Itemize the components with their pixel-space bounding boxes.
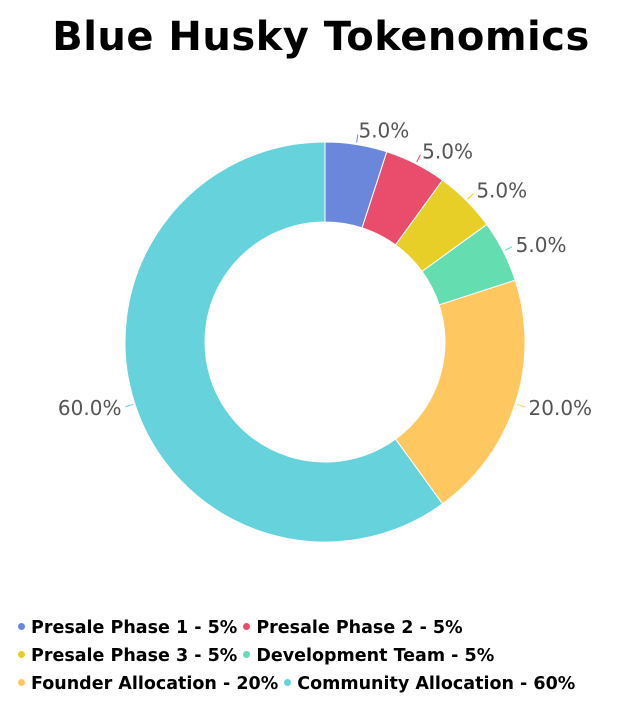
data-label-6: 60.0% [58, 396, 122, 420]
legend-label: Presale Phase 1 - 5% [31, 618, 238, 638]
legend-marker-icon [243, 622, 251, 630]
label-leader-3 [467, 193, 474, 200]
legend-row-3: Founder Allocation - 20% Community Alloca… [18, 674, 638, 702]
legend-row-2: Presale Phase 3 - 5% Development Team - 5… [18, 646, 638, 674]
label-leader-1 [356, 134, 359, 143]
legend-label: Presale Phase 2 - 5% [256, 618, 463, 638]
data-label-1: 5.0% [358, 119, 409, 143]
legend-item-1[interactable]: Presale Phase 1 - 5% [18, 618, 237, 638]
legend-marker-icon [284, 678, 292, 686]
data-label-5: 20.0% [529, 396, 593, 420]
legend-item-5[interactable]: Founder Allocation - 20% [18, 674, 278, 694]
legend-label: Community Allocation - 60% [297, 674, 576, 694]
legend-row-1: Presale Phase 1 - 5% Presale Phase 2 - 5% [18, 618, 638, 646]
legend-label: Presale Phase 3 - 5% [31, 646, 238, 666]
legend-item-3[interactable]: Presale Phase 3 - 5% [18, 646, 237, 666]
data-label-4: 5.0% [516, 233, 567, 257]
slice-6 [124, 141, 444, 543]
legend-label: Founder Allocation - 20% [31, 674, 279, 694]
legend-item-4[interactable]: Development Team - 5% [243, 646, 494, 666]
label-leader-4 [504, 246, 513, 251]
label-leader-5 [516, 403, 525, 408]
slice-5 [394, 279, 526, 505]
legend-marker-icon [243, 650, 251, 658]
label-leader-6 [125, 403, 134, 408]
data-label-3: 5.0% [476, 179, 527, 203]
legend-item-2[interactable]: Presale Phase 2 - 5% [243, 618, 463, 638]
label-leader-2 [416, 154, 421, 163]
data-label-2: 5.0% [422, 139, 473, 163]
legend-item-6[interactable]: Community Allocation - 60% [284, 674, 575, 694]
chart-title: Blue Husky Tokenomics [52, 14, 590, 60]
legend-marker-icon [18, 650, 25, 658]
legend-marker-icon [18, 678, 25, 686]
legend-marker-icon [18, 622, 25, 630]
legend-label: Development Team - 5% [256, 646, 495, 666]
chart-legend: Presale Phase 1 - 5% Presale Phase 2 - 5%… [18, 618, 638, 702]
